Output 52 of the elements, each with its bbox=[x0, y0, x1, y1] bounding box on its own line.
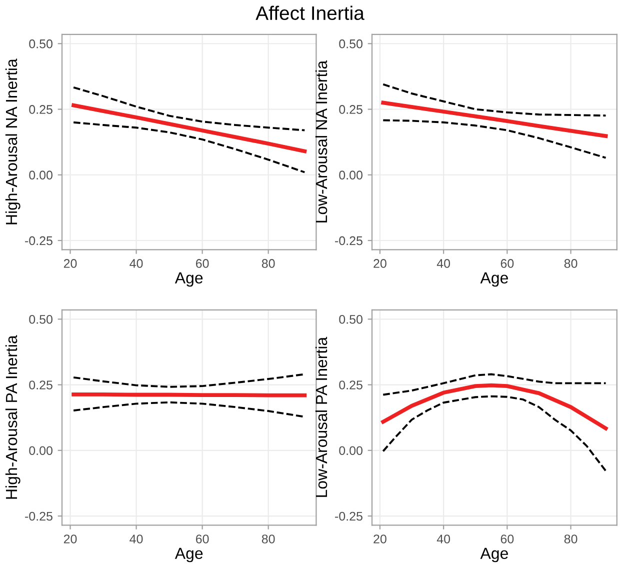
y-tick-label: -0.25 bbox=[25, 512, 52, 521]
y-tick-label: 0.50 bbox=[339, 39, 362, 48]
x-axis-title: Age bbox=[480, 548, 508, 562]
x-tick-label: 20 bbox=[64, 534, 77, 544]
y-tick-label: 0.00 bbox=[29, 170, 52, 180]
x-tick-label: 60 bbox=[500, 259, 514, 268]
line-series bbox=[72, 86, 306, 132]
y-axis-title: Low-Arousal PA Inertia bbox=[315, 336, 328, 497]
x-tick-label: 80 bbox=[564, 259, 578, 268]
line-series bbox=[382, 395, 607, 472]
x-tick-label: 40 bbox=[130, 534, 143, 544]
x-tick-label: 60 bbox=[196, 259, 209, 268]
x-axis-title: Age bbox=[480, 272, 508, 287]
y-tick-label: 0.50 bbox=[29, 314, 52, 324]
x-tick-label: 60 bbox=[196, 534, 209, 544]
x-tick-label: 80 bbox=[262, 259, 275, 268]
y-axis-title: Low-Arousal NA Inertia bbox=[315, 60, 328, 222]
line-series bbox=[382, 83, 607, 117]
y-tick-label: 0.00 bbox=[29, 446, 52, 456]
x-tick-label: 80 bbox=[564, 534, 578, 544]
x-tick-label: 40 bbox=[436, 259, 450, 268]
x-tick-label: 40 bbox=[436, 534, 450, 544]
y-tick-label: 0.50 bbox=[29, 39, 52, 48]
x-axis-title: Age bbox=[174, 548, 203, 562]
x-tick-label: 40 bbox=[130, 259, 143, 268]
y-tick-label: 0.50 bbox=[339, 314, 362, 324]
y-tick-label: 0.25 bbox=[339, 380, 362, 390]
line-series bbox=[72, 373, 306, 388]
chart-title: Affect Inertia bbox=[256, 6, 364, 20]
line-series bbox=[72, 401, 306, 418]
y-tick-label: -0.25 bbox=[335, 512, 362, 521]
y-tick-label: -0.25 bbox=[335, 236, 362, 246]
y-axis-title: High-Arousal NA Inertia bbox=[5, 58, 20, 224]
y-tick-label: -0.25 bbox=[25, 236, 52, 246]
line-series bbox=[381, 100, 608, 138]
x-tick-label: 20 bbox=[374, 259, 386, 268]
y-tick-label: 0.25 bbox=[339, 105, 362, 114]
line-series bbox=[381, 383, 608, 430]
y-tick-label: 0.00 bbox=[339, 170, 362, 180]
y-tick-label: 0.25 bbox=[29, 380, 52, 390]
line-series bbox=[382, 373, 607, 396]
x-tick-label: 20 bbox=[64, 259, 77, 268]
x-tick-label: 80 bbox=[262, 534, 275, 544]
line-series bbox=[72, 103, 307, 154]
x-tick-label: 60 bbox=[500, 534, 514, 544]
line-series bbox=[72, 121, 306, 174]
y-tick-label: 0.00 bbox=[339, 446, 362, 456]
line-series bbox=[382, 119, 607, 159]
x-tick-label: 20 bbox=[374, 534, 386, 544]
y-tick-label: 0.25 bbox=[29, 105, 52, 114]
x-axis-title: Age bbox=[174, 272, 203, 287]
y-axis-title: High-Arousal PA Inertia bbox=[5, 335, 20, 499]
